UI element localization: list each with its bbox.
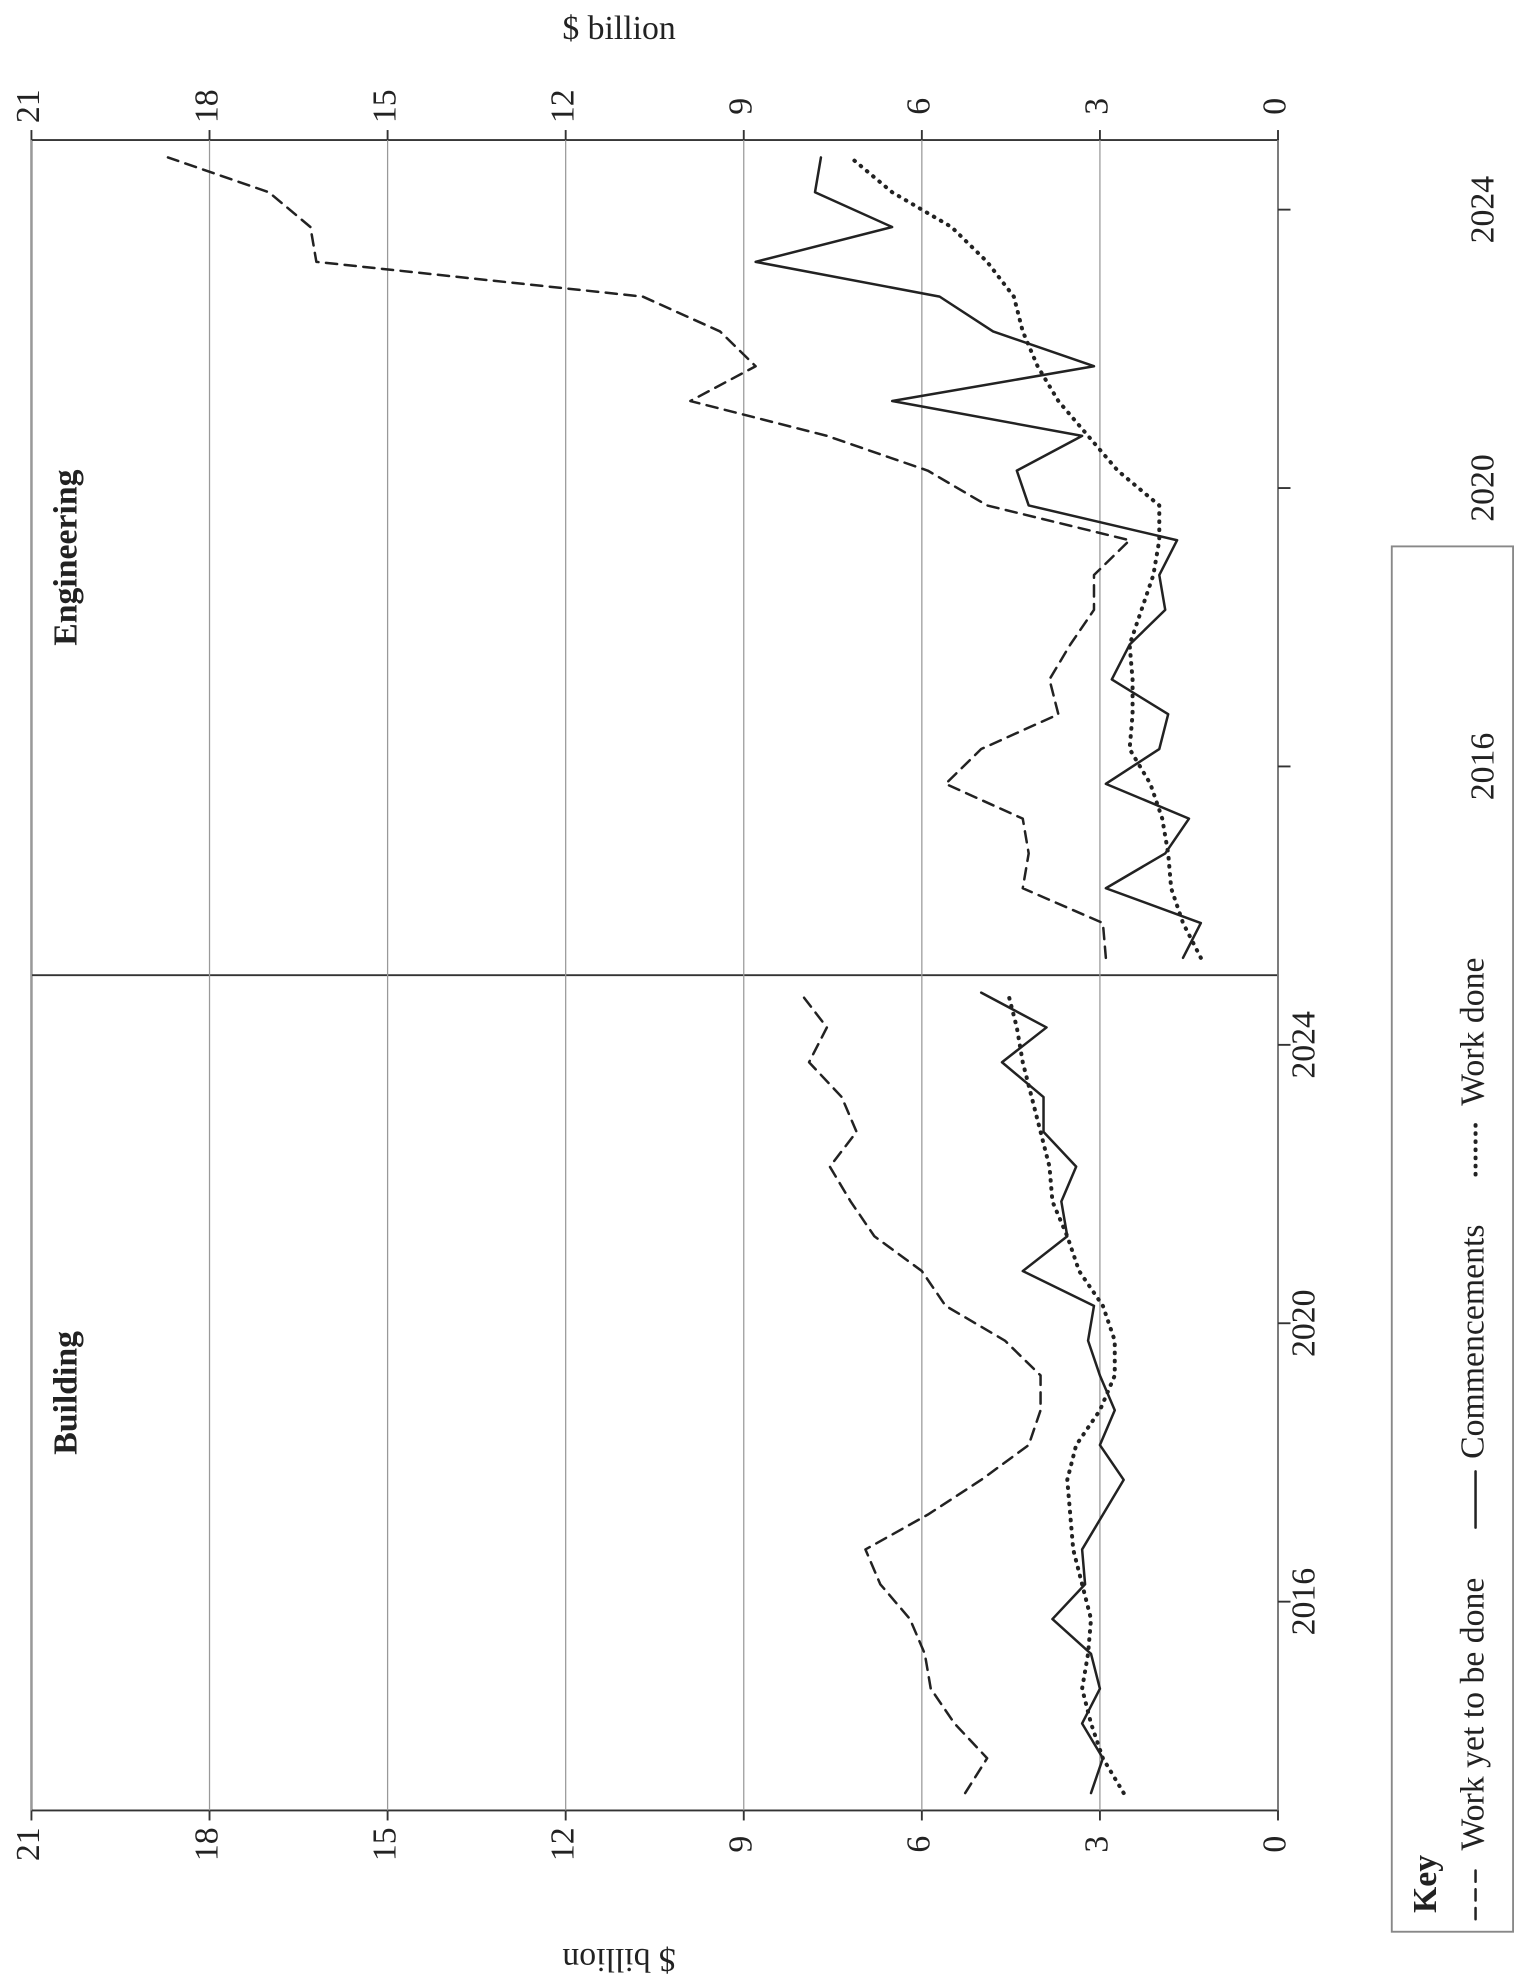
y-tick-label: 3 xyxy=(1079,1836,1116,1853)
y-tick-label: 12 xyxy=(544,89,581,123)
y-tick-label: 12 xyxy=(544,1827,581,1861)
x-tick-label: 2020 xyxy=(1286,1290,1323,1358)
x-tick-label: 2020 xyxy=(1464,454,1501,521)
x-tick-label: 2016 xyxy=(1464,733,1501,800)
y-tick-label: 6 xyxy=(901,1836,938,1853)
y-tick-label: 18 xyxy=(188,1827,225,1861)
y-tick-label: 3 xyxy=(1079,98,1116,115)
y-axis-title: $ billion xyxy=(562,1941,676,1978)
legend-label: Commencements xyxy=(1454,1225,1491,1459)
y-tick-label: 6 xyxy=(901,98,938,115)
series-line xyxy=(1005,990,1126,1796)
y-tick-label: 0 xyxy=(1257,1836,1294,1853)
panel-title: Building xyxy=(48,1331,85,1455)
series-line xyxy=(754,156,1203,960)
series-line xyxy=(798,991,1042,1795)
y-tick-label: 9 xyxy=(723,98,760,115)
x-tick-label: 2024 xyxy=(1286,1011,1323,1079)
y-tick-label: 9 xyxy=(723,1836,760,1853)
legend-label: Work yet to be done xyxy=(1454,1578,1491,1851)
panel-title: Engineering xyxy=(48,469,85,645)
series-line xyxy=(979,991,1125,1795)
x-tick-label: 2016 xyxy=(1286,1568,1323,1635)
series-line xyxy=(166,156,1131,960)
y-tick-label: 21 xyxy=(10,1827,47,1861)
y-tick-label: 18 xyxy=(188,89,225,123)
series-line xyxy=(848,155,1203,960)
y-tick-label: 15 xyxy=(366,1827,403,1861)
legend-box xyxy=(1390,545,1515,1933)
y-tick-label: 0 xyxy=(1257,98,1294,115)
x-tick-label: 2024 xyxy=(1464,176,1501,244)
legend-title: Key xyxy=(1407,1855,1444,1913)
legend-label: Work done xyxy=(1454,958,1491,1106)
y-tick-label: 21 xyxy=(10,89,47,123)
y-tick-label: 15 xyxy=(366,89,403,123)
y-axis-title: $ billion xyxy=(562,10,676,47)
